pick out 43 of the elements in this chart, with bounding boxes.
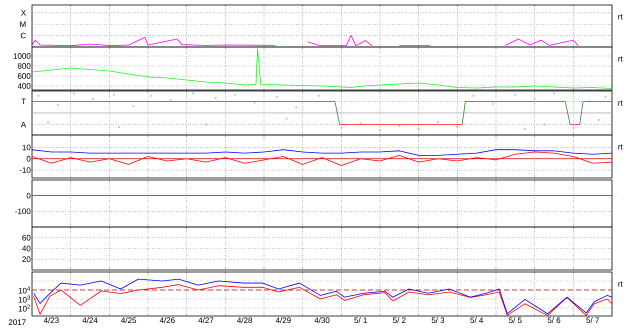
text: X xyxy=(20,10,26,16)
y-tick-label: 600 xyxy=(18,73,30,79)
text: rt xyxy=(618,56,623,62)
x-tick-label: 4/28 xyxy=(237,317,252,324)
y-tick-label: 40 xyxy=(22,246,30,252)
y-tick-label: 800 xyxy=(18,63,30,69)
y-tick-label: 10$^{4}$ xyxy=(18,286,30,294)
y-tick-label: -10 xyxy=(20,167,30,173)
x-tick-label: 5/ 7 xyxy=(586,317,599,324)
text: rt xyxy=(618,281,623,287)
text: C xyxy=(20,32,26,38)
text: rt xyxy=(618,100,623,106)
x-tick-label: 4/30 xyxy=(314,317,330,324)
y-tick-label: 20 xyxy=(22,256,30,262)
x-tick-label: 5/ 5 xyxy=(508,317,522,324)
y-tick-label: 60 xyxy=(22,234,30,241)
y-tick-label: 10 xyxy=(22,144,30,150)
y-tick-label: 0 xyxy=(26,192,30,198)
x-tick-label: 5/ 3 xyxy=(432,317,444,324)
x-tick-label: 5/ 1 xyxy=(354,317,367,324)
text: rt xyxy=(618,144,623,150)
x-tick-label: 4/23 xyxy=(44,317,59,324)
y-tick-label: 10$^{3}$ xyxy=(18,295,30,303)
y-tick-label: 400 xyxy=(18,83,30,89)
text: rt xyxy=(618,14,623,20)
text: M xyxy=(20,21,26,27)
x-tick-label: 4/26 xyxy=(160,317,175,324)
line-series xyxy=(33,278,612,314)
x-tick-label: 4/24 xyxy=(82,317,98,324)
line-series xyxy=(33,284,612,316)
x-tick-label: 5/ 6 xyxy=(548,317,560,324)
text: T xyxy=(21,98,26,104)
x-tick-label: 5/ 4 xyxy=(470,317,484,324)
text: 2017 xyxy=(8,319,26,326)
x-tick-label: 4/25 xyxy=(121,317,136,324)
text: A xyxy=(20,122,26,128)
x-tick-label: 4/29 xyxy=(276,317,291,324)
y-tick-label: 1000 xyxy=(14,53,30,59)
y-tick-label: -100 xyxy=(15,208,30,214)
x-tick-label: 4/27 xyxy=(198,317,214,324)
x-tick-label: 5/ 2 xyxy=(392,317,406,324)
y-tick-label: 0 xyxy=(26,156,30,162)
y-tick-label: 10$^{2}$ xyxy=(18,304,30,312)
